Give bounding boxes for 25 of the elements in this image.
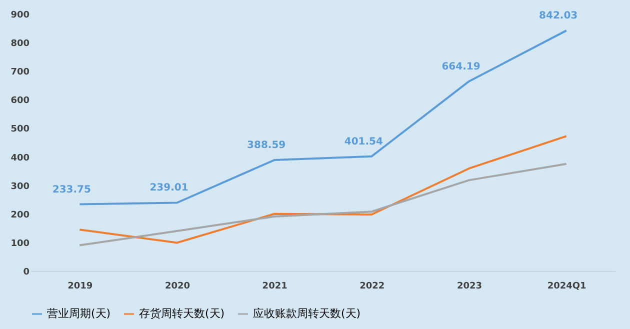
data-label: 664.19	[442, 61, 480, 72]
y-tick-label: 900	[10, 10, 30, 20]
legend-label: 应收账款周转天数(天)	[253, 307, 361, 320]
legend-label: 营业周期(天)	[47, 307, 111, 320]
y-tick-label: 100	[10, 238, 30, 249]
y-tick-label: 0	[23, 268, 30, 278]
data-label: 233.75	[52, 184, 91, 196]
x-tick-label: 2024Q1	[547, 282, 586, 292]
y-tick-label: 800	[10, 39, 30, 50]
x-tick-label: 2021	[262, 282, 288, 292]
y-tick-label: 400	[10, 153, 30, 164]
legend-label: 存货周转天数(天)	[139, 307, 225, 320]
x-tick-label: 2020	[164, 282, 190, 292]
y-tick-label: 600	[10, 96, 30, 106]
x-tick-label: 2022	[360, 282, 385, 292]
y-tick-label: 200	[10, 210, 30, 220]
data-label: 401.54	[344, 136, 383, 148]
x-tick-label: 2023	[456, 282, 482, 292]
y-tick-label: 700	[10, 68, 30, 78]
data-label: 842.03	[539, 10, 578, 22]
x-tick-label: 2019	[68, 282, 93, 292]
data-label: 388.59	[247, 140, 286, 152]
y-tick-label: 500	[10, 124, 30, 135]
data-label: 239.01	[150, 182, 188, 194]
y-tick-label: 300	[10, 182, 30, 192]
